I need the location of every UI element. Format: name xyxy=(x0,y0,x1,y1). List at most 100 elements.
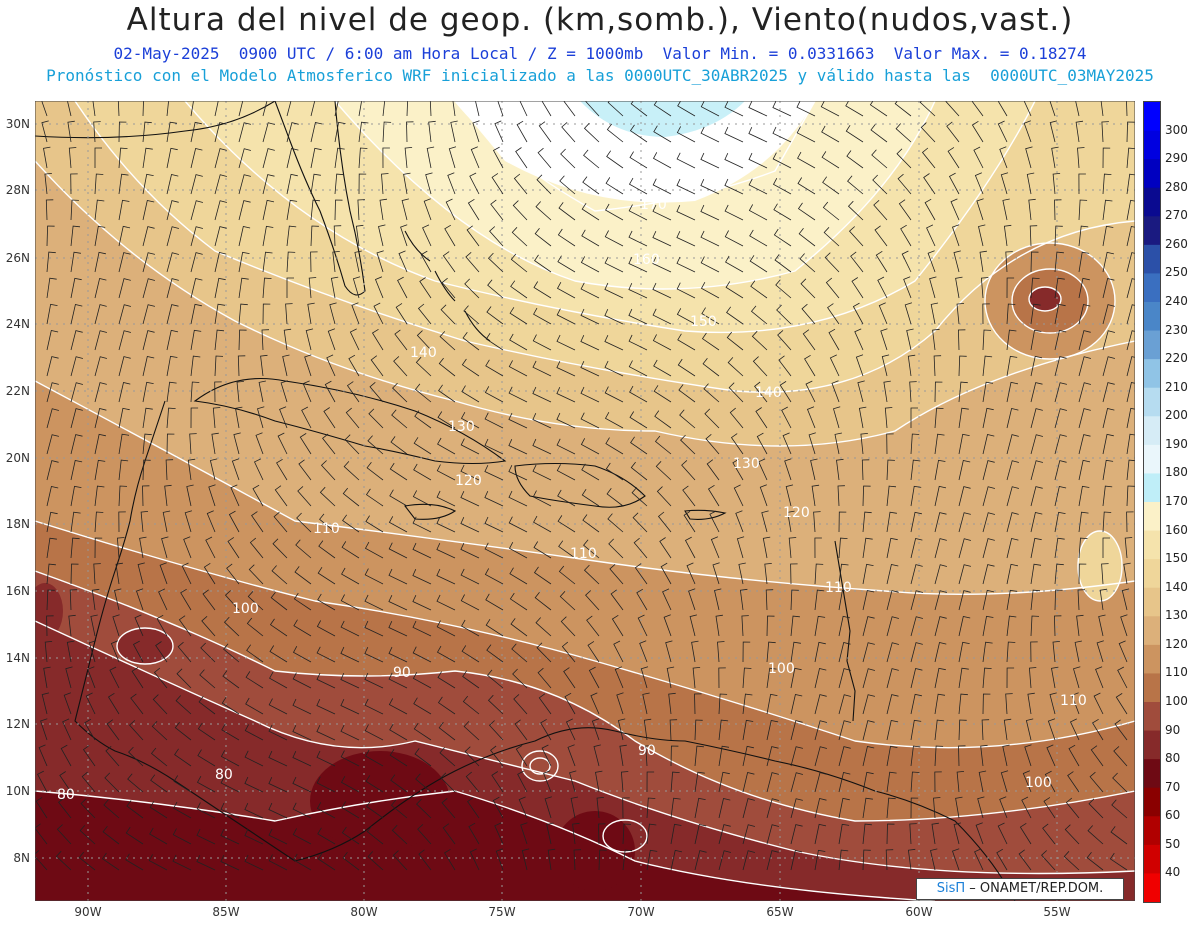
colorbar-label: 250 xyxy=(1165,265,1188,280)
wind-barb xyxy=(982,486,996,507)
contour-label: 130 xyxy=(733,456,760,472)
wind-barb xyxy=(663,614,672,637)
wind-barb xyxy=(464,746,480,767)
wind-barb xyxy=(1006,329,1017,351)
wind-barb xyxy=(581,202,600,221)
wind-barb xyxy=(630,101,648,117)
wind-barb xyxy=(1054,460,1067,481)
wind-barb xyxy=(654,410,672,429)
wind-barb xyxy=(567,744,576,767)
wind-barb xyxy=(296,512,312,533)
wind-barb xyxy=(749,229,768,247)
wind-barb xyxy=(59,771,72,793)
wind-barb xyxy=(860,433,868,455)
wind-barb xyxy=(286,199,298,221)
wind-barb xyxy=(858,406,867,429)
wind-barb xyxy=(220,855,240,871)
colorbar-label: 120 xyxy=(1165,636,1188,651)
wind-barb xyxy=(797,177,816,195)
wind-barb xyxy=(1054,563,1064,585)
wind-barb xyxy=(1074,640,1082,663)
wind-barb xyxy=(1006,355,1018,377)
wind-barb xyxy=(486,644,504,663)
wind-barb xyxy=(366,462,384,481)
wind-barb xyxy=(414,383,432,403)
wind-barb xyxy=(536,174,552,195)
wind-barb xyxy=(388,595,408,611)
wind-barb xyxy=(742,745,754,767)
wind-barb xyxy=(909,823,917,845)
wind-barb xyxy=(1102,511,1112,533)
colorbar-segment xyxy=(1144,244,1160,274)
wind-barb xyxy=(109,666,120,689)
wind-barb xyxy=(814,720,828,741)
wind-barb xyxy=(70,304,83,325)
wind-barb xyxy=(604,256,624,273)
wind-barb xyxy=(79,825,96,845)
wind-barb xyxy=(717,641,725,663)
wind-barb xyxy=(352,276,361,299)
wind-barb xyxy=(814,849,826,871)
colorbar-segment xyxy=(1144,530,1160,560)
wind-barb xyxy=(118,382,131,403)
wind-barb xyxy=(947,147,960,169)
wind-barb xyxy=(340,594,360,611)
wind-barb xyxy=(142,304,155,325)
wind-barb xyxy=(1006,667,1015,689)
wind-barb xyxy=(820,101,840,117)
wind-barb xyxy=(822,176,840,195)
wind-barb xyxy=(1126,121,1135,143)
wind-barb xyxy=(597,823,606,845)
wind-barb xyxy=(93,563,101,585)
wind-barb xyxy=(142,101,144,117)
wind-barb xyxy=(93,121,101,143)
wind-barb xyxy=(750,280,768,299)
wind-barb xyxy=(886,590,899,611)
wind-barb xyxy=(725,281,744,299)
wind-barb xyxy=(742,772,755,793)
wind-barb xyxy=(628,334,648,351)
wind-barb xyxy=(292,672,312,689)
wind-barb xyxy=(444,848,456,871)
wind-barb xyxy=(413,722,432,741)
wind-barb xyxy=(1126,278,1135,299)
wind-barb xyxy=(838,589,850,611)
colorbar-segment xyxy=(1144,844,1160,874)
wind-barb xyxy=(511,227,528,247)
wind-barb xyxy=(714,588,722,611)
wind-barb xyxy=(919,101,936,117)
wind-barb xyxy=(460,594,480,611)
wind-barb xyxy=(676,126,696,143)
wind-barb xyxy=(756,432,768,455)
contour-label: 110 xyxy=(1060,693,1087,709)
wind-barb xyxy=(484,516,504,533)
wind-barb xyxy=(116,537,125,559)
wind-barb xyxy=(772,178,792,195)
wind-barb xyxy=(340,750,360,767)
wind-barb xyxy=(268,698,288,715)
wind-barb xyxy=(1126,173,1135,195)
colorbar-segment xyxy=(1144,302,1160,332)
wind-barb xyxy=(934,745,944,767)
wind-barb xyxy=(804,354,816,377)
wind-barb xyxy=(694,850,707,871)
wind-barb xyxy=(512,668,528,689)
wind-barb xyxy=(999,146,1008,169)
wind-barb xyxy=(727,357,744,377)
wind-barb xyxy=(749,255,768,273)
wind-barb xyxy=(996,848,1008,871)
wind-barb xyxy=(828,328,840,351)
wind-barb xyxy=(340,724,360,741)
wind-barb xyxy=(880,328,888,351)
wind-barb xyxy=(490,199,504,221)
wind-barb xyxy=(541,101,552,117)
colorbar-segment xyxy=(1144,159,1160,189)
wind-barb xyxy=(886,433,894,455)
wind-barb xyxy=(142,407,153,429)
wind-barb xyxy=(628,256,648,273)
wind-barb xyxy=(581,488,600,507)
wind-barb xyxy=(1049,101,1056,117)
wind-barb xyxy=(611,614,624,637)
wind-barb xyxy=(620,771,629,793)
wind-barb xyxy=(1078,537,1088,559)
